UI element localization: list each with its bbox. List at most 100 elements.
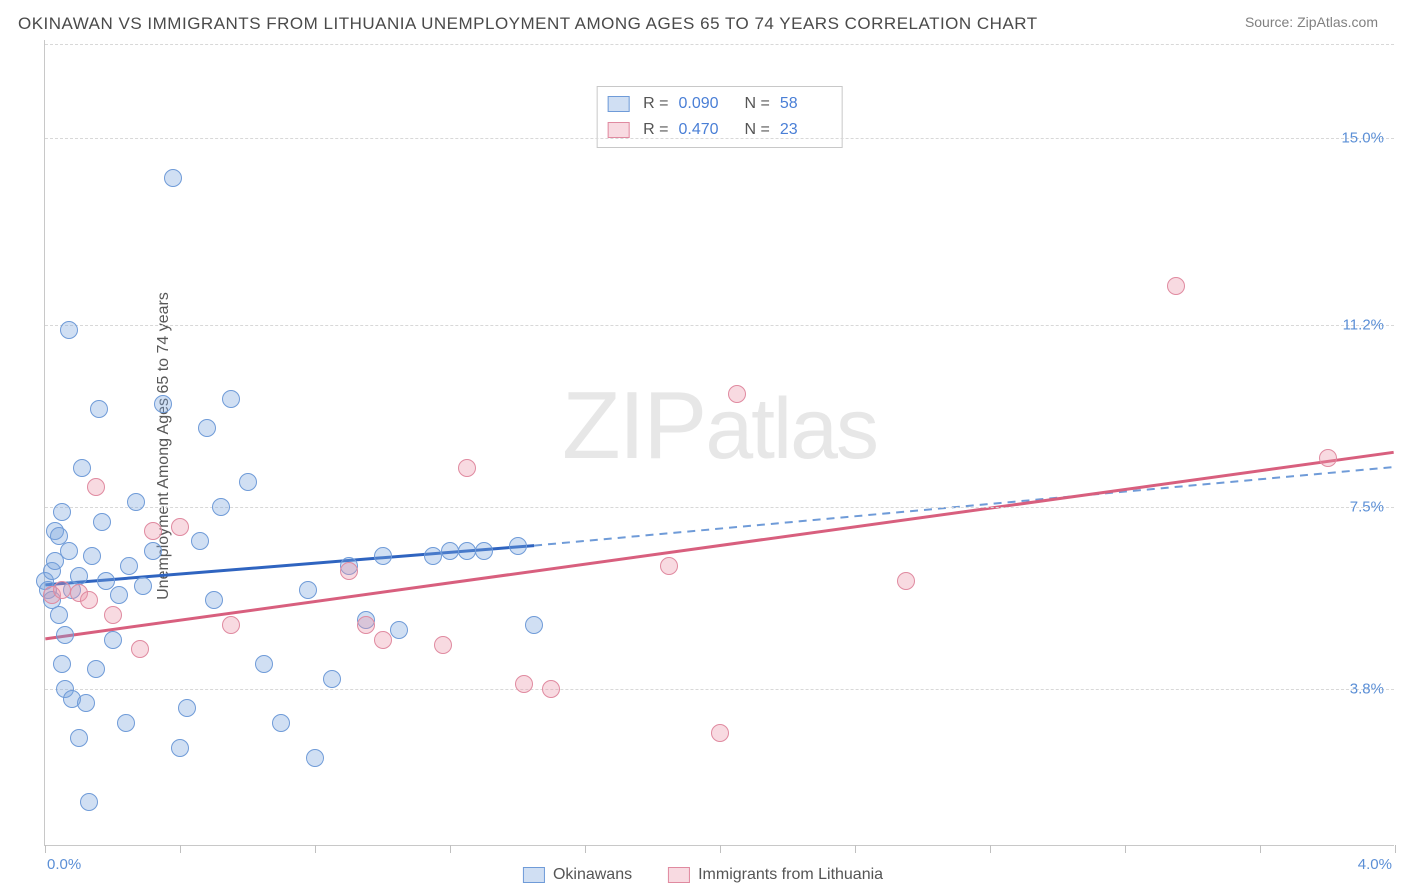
gridline-h [45,138,1394,139]
swatch-lithuania [607,122,629,138]
data-point [104,631,122,649]
data-point [1167,277,1185,295]
x-tick [1125,845,1126,853]
data-point [83,547,101,565]
data-point [144,522,162,540]
data-point [77,694,95,712]
data-point [205,591,223,609]
data-point [509,537,527,555]
data-point [120,557,138,575]
swatch-lithuania-bottom [668,867,690,883]
data-point [191,532,209,550]
data-point [1319,449,1337,467]
data-point [222,616,240,634]
plot-area: ZIPatlas R = 0.090 N = 58 R = 0.470 N = … [44,40,1394,846]
data-point [87,478,105,496]
data-point [390,621,408,639]
y-tick-label: 11.2% [1343,317,1384,334]
data-point [198,419,216,437]
data-point [60,542,78,560]
data-point [660,557,678,575]
x-tick [990,845,991,853]
legend-bottom: Okinawans Immigrants from Lithuania [523,866,883,884]
data-point [70,729,88,747]
data-point [374,547,392,565]
data-point [897,572,915,590]
data-point [374,631,392,649]
data-point [104,606,122,624]
data-point [110,586,128,604]
data-point [458,542,476,560]
data-point [475,542,493,560]
data-point [222,390,240,408]
legend-label-okinawan: Okinawans [553,866,632,884]
gridline-h [45,507,1394,508]
data-point [458,459,476,477]
legend-stats-row-okinawan: R = 0.090 N = 58 [607,91,832,117]
data-point [117,714,135,732]
data-point [53,581,71,599]
data-point [711,724,729,742]
x-tick [1395,845,1396,853]
data-point [357,616,375,634]
data-point [299,581,317,599]
data-point [80,793,98,811]
x-tick [720,845,721,853]
data-point [171,739,189,757]
data-point [164,169,182,187]
data-point [97,572,115,590]
data-point [154,395,172,413]
data-point [53,655,71,673]
data-point [178,699,196,717]
data-point [255,655,273,673]
data-point [525,616,543,634]
legend-label-lithuania: Immigrants from Lithuania [698,866,883,884]
data-point [70,567,88,585]
y-tick-label: 7.5% [1350,498,1384,515]
legend-item-okinawan: Okinawans [523,866,632,884]
data-point [73,459,91,477]
data-point [87,660,105,678]
data-point [340,562,358,580]
data-point [515,675,533,693]
y-tick-label: 3.8% [1350,680,1384,697]
x-tick [180,845,181,853]
data-point [90,400,108,418]
data-point [306,749,324,767]
data-point [728,385,746,403]
data-point [93,513,111,531]
gridline-h [45,44,1394,45]
data-point [441,542,459,560]
data-point [131,640,149,658]
data-point [80,591,98,609]
x-tick [450,845,451,853]
x-axis-max-label: 4.0% [1358,856,1392,873]
source-label: Source: ZipAtlas.com [1245,14,1378,30]
data-point [53,503,71,521]
x-axis-min-label: 0.0% [47,856,81,873]
x-tick [855,845,856,853]
data-point [424,547,442,565]
data-point [127,493,145,511]
data-point [542,680,560,698]
swatch-okinawan-bottom [523,867,545,883]
y-tick-label: 15.0% [1341,130,1384,147]
data-point [171,518,189,536]
data-point [60,321,78,339]
data-point [56,626,74,644]
swatch-okinawan [607,96,629,112]
gridline-h [45,689,1394,690]
data-point [212,498,230,516]
gridline-h [45,325,1394,326]
data-point [144,542,162,560]
legend-item-lithuania: Immigrants from Lithuania [668,866,883,884]
data-point [434,636,452,654]
data-point [134,577,152,595]
watermark: ZIPatlas [562,371,877,481]
x-tick [315,845,316,853]
x-tick [45,845,46,853]
chart-title: OKINAWAN VS IMMIGRANTS FROM LITHUANIA UN… [18,14,1038,34]
data-point [272,714,290,732]
data-point [50,606,68,624]
x-tick [585,845,586,853]
